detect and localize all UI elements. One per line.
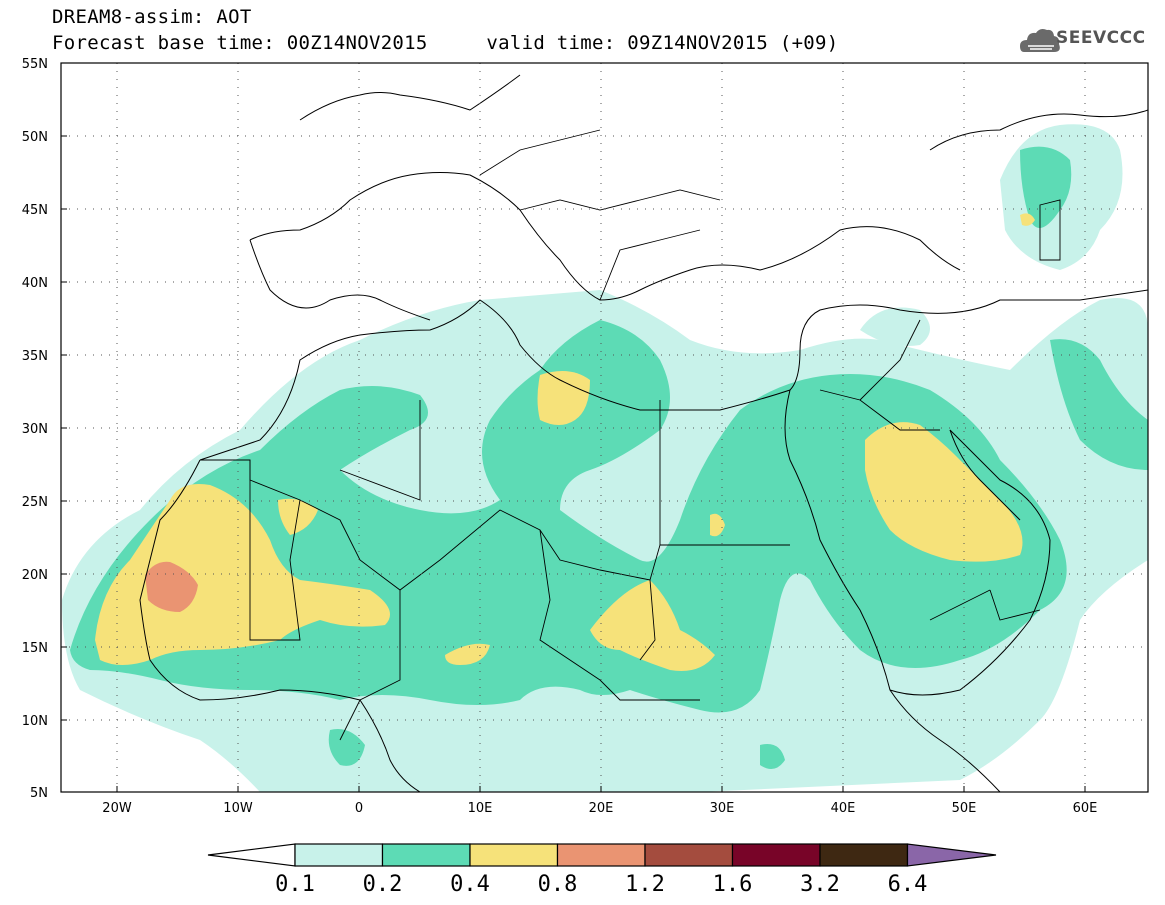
colorbar-label: 1.6 <box>713 872 753 897</box>
colorbar-segment <box>381 843 471 867</box>
colorbar-left-arrow <box>207 843 296 867</box>
lon-label: 10W <box>223 801 253 816</box>
lon-label: 30E <box>710 801 735 816</box>
colorbar <box>207 843 997 867</box>
lon-labels: 20W 10W 0 10E 20E 30E 40E 50E 60E <box>102 801 1097 816</box>
lat-label: 25N <box>22 495 48 510</box>
colorbar-segment <box>556 843 646 867</box>
colorbar-label: 0.8 <box>538 872 578 897</box>
colorbar-segment <box>469 843 559 867</box>
lat-label: 30N <box>22 422 48 437</box>
lon-label: 20E <box>589 801 614 816</box>
logo-text: SEEVCCC <box>1056 28 1146 48</box>
colorbar-label: 0.4 <box>450 872 490 897</box>
colorbar-segment <box>294 843 384 867</box>
aot-field <box>61 63 1148 792</box>
colorbar-label: 0.1 <box>275 872 315 897</box>
colorbar-labels: 0.1 0.2 0.4 0.8 1.2 1.6 3.2 6.4 <box>275 872 927 897</box>
colorbar-right-arrow <box>906 843 997 867</box>
colorbar-label: 6.4 <box>888 872 928 897</box>
lat-label: 45N <box>22 203 48 218</box>
axis-ticks <box>61 62 1086 793</box>
colorbar-label: 0.2 <box>363 872 403 897</box>
lat-label: 5N <box>30 786 48 801</box>
map-title: DREAM8-assim: AOT <box>52 6 252 28</box>
lat-labels: 55N 50N 45N 40N 35N 30N 25N 20N 15N 10N … <box>22 57 48 801</box>
colorbar-segment <box>731 843 821 867</box>
lat-label: 35N <box>22 349 48 364</box>
base-time-label: Forecast base time: 00Z14NOV2015 <box>52 32 428 54</box>
colorbar-segment <box>644 843 734 867</box>
lat-label: 10N <box>22 714 48 729</box>
lat-label: 50N <box>22 130 48 145</box>
lon-label: 40E <box>831 801 856 816</box>
colorbar-segment <box>819 843 909 867</box>
colorbar-label: 3.2 <box>800 872 840 897</box>
map-subtitle: Forecast base time: 00Z14NOV2015 valid t… <box>52 32 839 54</box>
lat-label: 55N <box>22 57 48 72</box>
lat-label: 20N <box>22 568 48 583</box>
lat-label: 40N <box>22 276 48 291</box>
lat-label: 15N <box>22 641 48 656</box>
valid-time-label: valid time: 09Z14NOV2015 (+09) <box>486 32 839 54</box>
lon-label: 0 <box>355 801 363 816</box>
lon-label: 60E <box>1073 801 1098 816</box>
coastlines <box>139 74 1148 792</box>
lon-label: 50E <box>952 801 977 816</box>
lon-label: 10E <box>468 801 493 816</box>
colorbar-label: 1.2 <box>625 872 665 897</box>
lon-label: 20W <box>102 801 132 816</box>
cloud-icon <box>1020 29 1060 52</box>
